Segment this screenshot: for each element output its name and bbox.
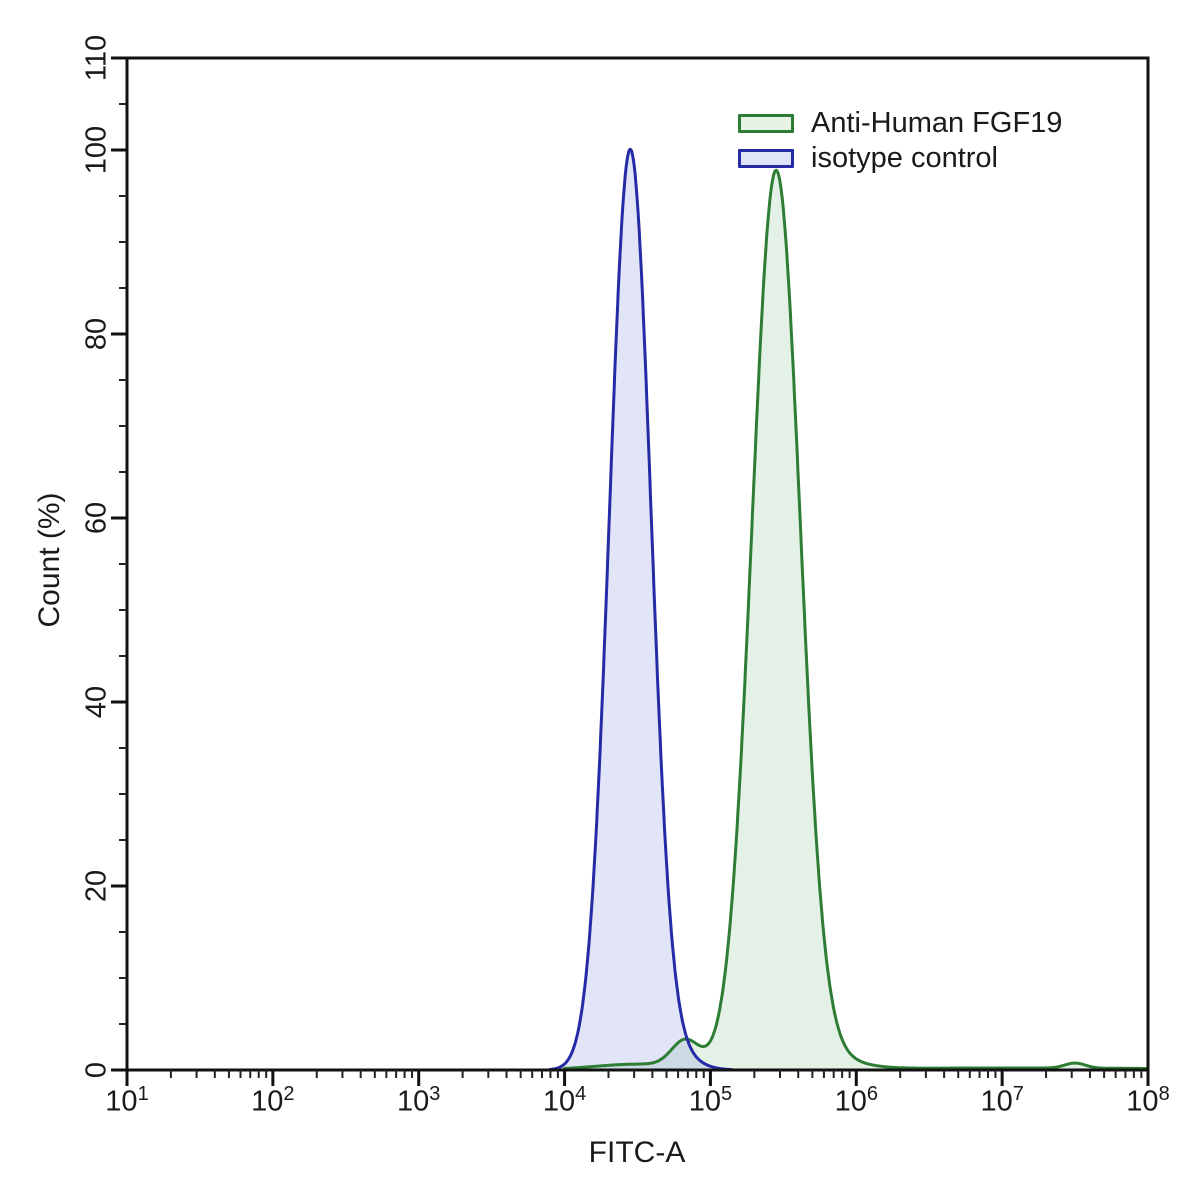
- x-tick-label-10e8: 108: [1126, 1083, 1170, 1118]
- y-tick-label-60: 60: [80, 501, 113, 535]
- y-axis-title: Count (%): [33, 492, 66, 628]
- curve-line-anti-human-fgf19: [563, 168, 1150, 1070]
- y-tick-label-80: 80: [80, 317, 113, 351]
- y-tick-label-20: 20: [80, 869, 113, 903]
- x-tick-label-10e6: 106: [834, 1083, 878, 1118]
- legend-label: isotype control: [811, 141, 998, 174]
- y-tick-label-100: 100: [80, 125, 113, 175]
- x-axis-title: FITC-A: [588, 1136, 686, 1169]
- y-tick-label-0: 0: [80, 1061, 113, 1079]
- legend-label: Anti-Human FGF19: [811, 106, 1063, 139]
- blue-swatch-icon: [738, 148, 794, 168]
- y-tick-label-40: 40: [80, 685, 113, 719]
- curve-fill-isotype-control: [550, 149, 732, 1070]
- legend-item-anti-human-fgf19: Anti-Human FGF19: [738, 108, 1062, 138]
- x-tick-label-10e7: 107: [980, 1083, 1024, 1118]
- x-tick-label-10e2: 102: [251, 1083, 295, 1118]
- green-swatch-icon: [738, 113, 794, 133]
- x-tick-label-10e1: 101: [105, 1083, 149, 1118]
- x-tick-label-10e5: 105: [688, 1083, 733, 1118]
- x-tick-label-10e3: 103: [397, 1083, 441, 1118]
- legend-item-isotype-control: isotype control: [738, 143, 1062, 173]
- curve-line-isotype-control: [548, 147, 734, 1072]
- legend: Anti-Human FGF19 isotype control: [738, 108, 1062, 173]
- y-tick-label-110: 110: [80, 34, 113, 82]
- x-tick-label-10e4: 104: [542, 1083, 587, 1118]
